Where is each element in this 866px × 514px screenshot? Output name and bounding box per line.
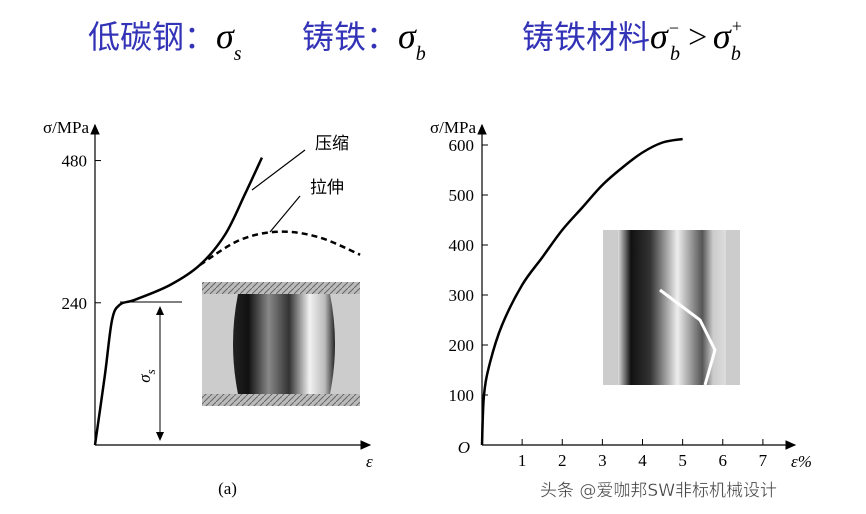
y-tick-label: 400 — [449, 236, 475, 255]
superscript: + — [731, 16, 743, 36]
caption: (a) — [218, 479, 237, 498]
y-tick-label: 600 — [449, 136, 475, 155]
y-tick-label: 300 — [449, 286, 475, 305]
heading-label: 铸铁： — [302, 18, 398, 56]
heading: 低碳钢：σs 铸铁：σb 铸铁材料σ− b > σ+ b — [88, 16, 743, 65]
x-tick-label: 2 — [558, 451, 567, 470]
y-axis-label: σ/MPa — [43, 118, 89, 137]
y-axis-label: σ/MPa — [430, 118, 476, 137]
y-tick-label: 100 — [449, 386, 475, 405]
series-label: 压缩 — [315, 134, 349, 154]
x-tick-label: 7 — [759, 451, 768, 470]
x-tick-label: 6 — [719, 451, 728, 470]
x-axis-label: ε% — [791, 452, 812, 471]
leader-line — [269, 195, 301, 233]
inset-photo — [603, 230, 740, 386]
symbol: σ — [216, 16, 235, 56]
relation: > — [686, 19, 709, 56]
line-series — [93, 157, 264, 446]
line-series — [199, 230, 361, 266]
annotation-symbol: σ — [135, 374, 154, 383]
watermark: 头条 @爱咖邦SW非标机械设计 — [540, 481, 777, 501]
y-tick-label: 500 — [449, 186, 475, 205]
x-tick-label: 3 — [598, 451, 607, 470]
y-tick-label: 480 — [62, 152, 88, 171]
inset-photo — [202, 282, 360, 406]
heading-text: 铸铁材料σ− b > σ+ b — [522, 16, 743, 65]
annotation-subscript: s — [143, 369, 158, 374]
subscript: b — [670, 43, 680, 65]
heading-text: 低碳钢：σs — [88, 16, 242, 65]
symbol: σ — [650, 16, 669, 56]
origin-label: O — [458, 438, 470, 457]
x-tick-label: 1 — [518, 451, 527, 470]
line-series — [480, 137, 683, 446]
series-label: 拉伸 — [310, 178, 344, 198]
superscript: − — [668, 18, 680, 38]
x-tick-label: 5 — [678, 451, 687, 470]
heading-text: 铸铁：σb — [302, 16, 426, 65]
subscript: b — [731, 43, 741, 65]
subscript: s — [234, 43, 242, 65]
y-tick-label: 240 — [62, 294, 88, 313]
heading-label: 铸铁材料 — [522, 18, 650, 56]
annotation: σs — [135, 369, 158, 382]
symbol: σ — [713, 16, 732, 56]
x-tick-label: 4 — [638, 451, 647, 470]
y-tick-label: 200 — [449, 336, 475, 355]
symbol: σ — [398, 16, 417, 56]
heading-label: 低碳钢： — [88, 18, 216, 56]
x-axis-label: ε — [366, 452, 373, 471]
leader-line — [251, 149, 306, 191]
subscript: b — [416, 43, 426, 65]
